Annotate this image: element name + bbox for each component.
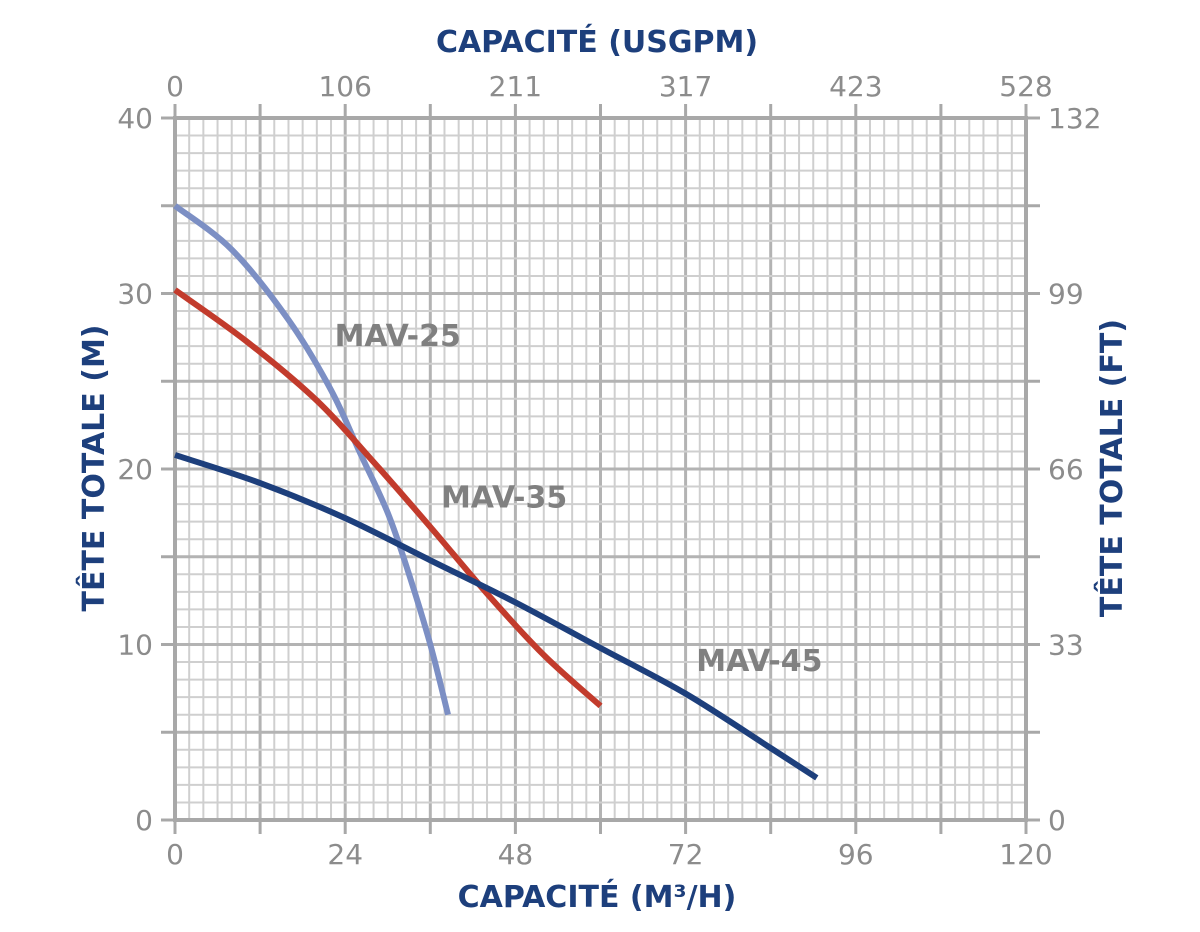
series-line-mav-35 [173,287,603,709]
y-tick-label: 10 [117,629,153,662]
x-axis-title-bottom: CAPACITÉ (M³/H) [458,879,737,915]
x-top-tick-label: 423 [829,70,882,103]
series-label-mav-45: MAV-45 [696,644,822,679]
x-tick-label: 0 [166,838,184,871]
y-tick-label: 20 [117,453,153,486]
y-right-tick-label: 33 [1048,629,1084,662]
y-right-tick-label: 99 [1048,278,1084,311]
x-axis-title-top: CAPACITÉ (USGPM) [436,24,758,60]
y-tick-label: 40 [117,102,153,135]
x-tick-label: 48 [498,838,534,871]
series-label-mav-25: MAV-25 [335,319,461,354]
x-tick-label: 96 [838,838,874,871]
x-top-tick-label: 528 [999,70,1052,103]
y-right-tick-label: 66 [1048,453,1084,486]
series-line-mav-45 [174,452,819,781]
y-axis-title-left: TÊTE TOTALE (M) [76,324,112,611]
x-top-tick-label: 211 [489,70,542,103]
series-line-mav-25 [173,203,451,716]
y-tick-label: 30 [117,278,153,311]
x-top-tick-label: 106 [318,70,371,103]
y-tick-label: 0 [135,804,153,837]
series-lines: MAV-25 MAV-35 MAV-45 [173,203,823,781]
y-right-tick-label: 0 [1048,804,1066,837]
tick-marks [161,104,1040,834]
x-tick-label: 24 [327,838,363,871]
grid [175,118,1026,820]
x-top-tick-label: 0 [166,70,184,103]
y-axis-title-right: TÊTE TOTALE (FT) [1094,319,1130,617]
y-right-tick-label: 132 [1048,102,1101,135]
x-tick-label: 72 [668,838,704,871]
x-tick-label: 120 [999,838,1052,871]
series-label-mav-35: MAV-35 [441,481,567,516]
x-top-tick-label: 317 [659,70,712,103]
